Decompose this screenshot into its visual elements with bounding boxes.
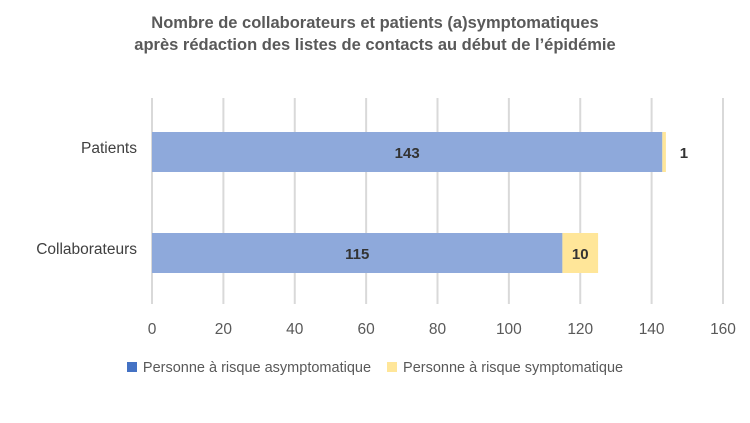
bar-asymptomatic-patients (152, 132, 663, 172)
x-tick-label: 80 (429, 321, 447, 338)
data-labels: 143 1 115 10 (345, 145, 688, 263)
chart-title: Nombre de collaborateurs et patients (a)… (0, 12, 750, 56)
legend-item-asymptomatic[interactable]: Personne à risque asymptomatique (126, 360, 372, 376)
chart-title-line-1: Nombre de collaborateurs et patients (a)… (151, 14, 599, 32)
x-tick-label: 20 (215, 321, 233, 338)
x-tick-label: 40 (286, 321, 304, 338)
data-label: 115 (345, 246, 369, 263)
bars (152, 132, 666, 273)
chart-title-line-2: après rédaction des listes de contacts a… (134, 36, 616, 54)
bar-asymptomatic-collaborateurs (152, 233, 563, 273)
legend-swatch-asymptomatic (126, 362, 137, 372)
x-tick-label: 140 (639, 321, 665, 338)
x-tick-label: 120 (567, 321, 593, 338)
data-label: 143 (395, 145, 420, 162)
gridlines (151, 98, 724, 304)
legend-item-symptomatic[interactable]: Personne à risque symptomatique (387, 360, 623, 376)
x-tick-label: 0 (148, 321, 157, 338)
bar-symptomatic-patients (662, 132, 666, 172)
data-label: 10 (572, 246, 589, 263)
data-label: 1 (680, 145, 688, 162)
x-tick-label: 160 (710, 321, 736, 338)
x-axis-ticks: 0 20 40 60 80 100 120 140 160 (148, 321, 737, 338)
category-labels: Patients Collaborateurs (36, 140, 137, 258)
bar-symptomatic-collaborateurs (562, 233, 599, 273)
x-tick-label: 60 (358, 321, 376, 338)
legend-swatch-symptomatic (387, 362, 398, 372)
legend: Personne à risque asymptomatique Personn… (0, 360, 750, 376)
category-label-collaborateurs: Collaborateurs (36, 241, 137, 258)
legend-label-symptomatic: Personne à risque symptomatique (403, 360, 624, 376)
x-tick-label: 100 (496, 321, 522, 338)
legend-label-asymptomatic: Personne à risque asymptomatique (142, 360, 372, 376)
category-label-patients: Patients (81, 140, 137, 157)
